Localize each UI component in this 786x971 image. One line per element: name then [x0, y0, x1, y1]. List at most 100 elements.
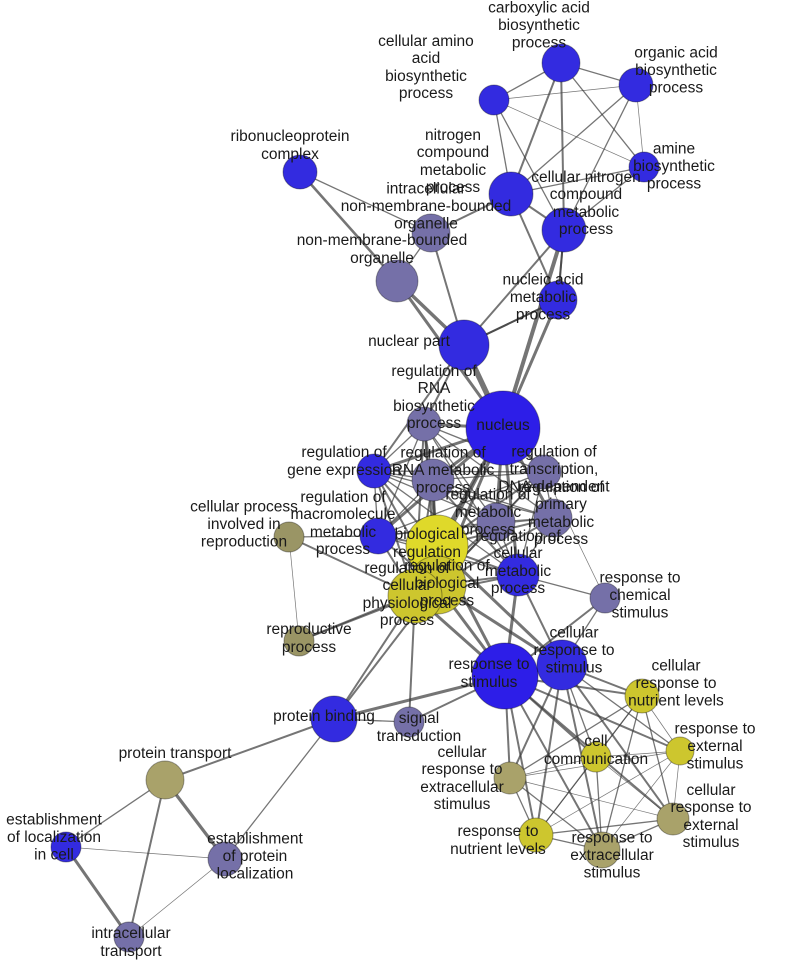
- svg-text:regulation of: regulation of: [391, 363, 477, 380]
- svg-text:reproduction: reproduction: [201, 534, 287, 551]
- svg-text:cellular: cellular: [493, 545, 542, 562]
- svg-text:complex: complex: [261, 146, 319, 163]
- svg-text:cellular amino: cellular amino: [378, 33, 474, 50]
- svg-text:response to: response to: [572, 830, 653, 847]
- svg-text:regulation of: regulation of: [300, 489, 386, 506]
- svg-text:process: process: [399, 85, 454, 102]
- svg-text:process: process: [649, 80, 704, 97]
- svg-text:process: process: [316, 541, 371, 558]
- svg-text:process: process: [380, 612, 435, 629]
- svg-text:stimulus: stimulus: [461, 674, 518, 691]
- svg-text:nucleic acid: nucleic acid: [503, 272, 584, 289]
- svg-text:process: process: [647, 176, 702, 193]
- svg-text:cellular nitrogen: cellular nitrogen: [531, 169, 640, 186]
- svg-text:extracellular: extracellular: [420, 779, 504, 796]
- svg-text:organic acid: organic acid: [634, 45, 718, 62]
- svg-text:intracellular: intracellular: [386, 181, 465, 198]
- svg-text:metabolic: metabolic: [420, 162, 487, 179]
- svg-text:establishment: establishment: [207, 831, 303, 848]
- svg-text:biosynthetic: biosynthetic: [385, 68, 467, 85]
- svg-text:cellular: cellular: [437, 744, 486, 761]
- svg-text:organelle: organelle: [350, 250, 414, 267]
- svg-text:in cell: in cell: [34, 847, 74, 864]
- svg-text:metabolic: metabolic: [485, 563, 552, 580]
- svg-text:amine: amine: [653, 141, 695, 158]
- svg-text:acid: acid: [412, 50, 440, 67]
- svg-text:regulation of: regulation of: [518, 479, 604, 496]
- svg-text:stimulus: stimulus: [546, 660, 603, 677]
- svg-text:carboxylic acid: carboxylic acid: [488, 0, 590, 17]
- svg-text:biosynthetic: biosynthetic: [393, 398, 475, 415]
- svg-text:regulation of: regulation of: [475, 528, 561, 545]
- svg-text:process: process: [282, 639, 337, 656]
- svg-text:cellular: cellular: [549, 625, 598, 642]
- svg-text:response to: response to: [458, 823, 539, 840]
- svg-text:chemical: chemical: [609, 587, 670, 604]
- svg-text:regulation of: regulation of: [400, 445, 486, 462]
- svg-text:cell: cell: [584, 733, 607, 750]
- svg-text:ribonucleoprotein: ribonucleoprotein: [231, 128, 350, 145]
- svg-text:regulation of: regulation of: [511, 444, 597, 461]
- svg-text:protein transport: protein transport: [119, 745, 233, 762]
- svg-text:response to: response to: [675, 721, 756, 738]
- svg-text:regulation of: regulation of: [364, 560, 450, 577]
- svg-text:compound: compound: [550, 186, 622, 203]
- svg-text:external: external: [683, 817, 738, 834]
- svg-text:nitrogen: nitrogen: [425, 127, 481, 144]
- svg-text:communication: communication: [544, 751, 648, 768]
- svg-text:reproductive: reproductive: [266, 621, 351, 638]
- svg-text:process: process: [512, 35, 567, 52]
- svg-text:transduction: transduction: [377, 728, 461, 745]
- svg-text:RNA: RNA: [418, 380, 451, 397]
- svg-text:stimulus: stimulus: [612, 605, 669, 622]
- svg-text:nutrient levels: nutrient levels: [628, 693, 724, 710]
- svg-text:cellular process: cellular process: [190, 499, 298, 516]
- svg-text:response to: response to: [422, 761, 503, 778]
- svg-text:process: process: [559, 221, 614, 238]
- svg-text:response to: response to: [449, 656, 530, 673]
- svg-text:metabolic: metabolic: [310, 524, 377, 541]
- svg-text:physiological: physiological: [363, 595, 452, 612]
- svg-text:signal: signal: [399, 710, 440, 727]
- svg-text:localization: localization: [217, 866, 294, 883]
- svg-text:organelle: organelle: [394, 216, 458, 233]
- svg-text:primary: primary: [535, 496, 587, 513]
- svg-text:cellular: cellular: [651, 658, 700, 675]
- svg-text:response to: response to: [636, 675, 717, 692]
- svg-text:gene expression: gene expression: [287, 462, 401, 479]
- svg-text:response to: response to: [671, 799, 752, 816]
- svg-text:process: process: [407, 415, 462, 432]
- svg-text:response to: response to: [534, 642, 615, 659]
- svg-text:non-membrane-bounded: non-membrane-bounded: [297, 232, 468, 249]
- svg-text:establishment: establishment: [6, 812, 102, 829]
- svg-text:metabolic: metabolic: [553, 204, 620, 221]
- svg-text:extracellular: extracellular: [570, 847, 654, 864]
- svg-text:biosynthetic: biosynthetic: [635, 62, 717, 79]
- svg-text:process: process: [491, 580, 546, 597]
- svg-text:stimulus: stimulus: [434, 796, 491, 813]
- svg-text:RNA metabolic: RNA metabolic: [392, 462, 495, 479]
- svg-text:stimulus: stimulus: [584, 865, 641, 882]
- svg-text:compound: compound: [417, 144, 489, 161]
- svg-text:stimulus: stimulus: [683, 834, 740, 851]
- svg-text:regulation of: regulation of: [445, 487, 531, 504]
- svg-text:biosynthetic: biosynthetic: [498, 17, 580, 34]
- svg-text:external: external: [687, 738, 742, 755]
- svg-text:transcription,: transcription,: [510, 461, 599, 478]
- svg-text:nuclear part: nuclear part: [368, 333, 451, 350]
- svg-text:nutrient levels: nutrient levels: [450, 841, 546, 858]
- svg-text:regulation of: regulation of: [301, 444, 387, 461]
- svg-text:of protein: of protein: [223, 848, 288, 865]
- svg-text:non-membrane-bounded: non-membrane-bounded: [341, 198, 512, 215]
- svg-text:response to: response to: [600, 570, 681, 587]
- svg-text:of localization: of localization: [7, 829, 101, 846]
- svg-text:biological: biological: [395, 526, 460, 543]
- svg-text:cellular: cellular: [686, 782, 735, 799]
- svg-text:intracellular: intracellular: [91, 925, 170, 942]
- svg-text:involved in: involved in: [207, 516, 280, 533]
- svg-text:protein binding: protein binding: [273, 708, 375, 725]
- svg-text:transport: transport: [100, 943, 162, 960]
- svg-text:cellular: cellular: [382, 577, 431, 594]
- svg-text:process: process: [516, 307, 571, 324]
- svg-text:biosynthetic: biosynthetic: [633, 158, 715, 175]
